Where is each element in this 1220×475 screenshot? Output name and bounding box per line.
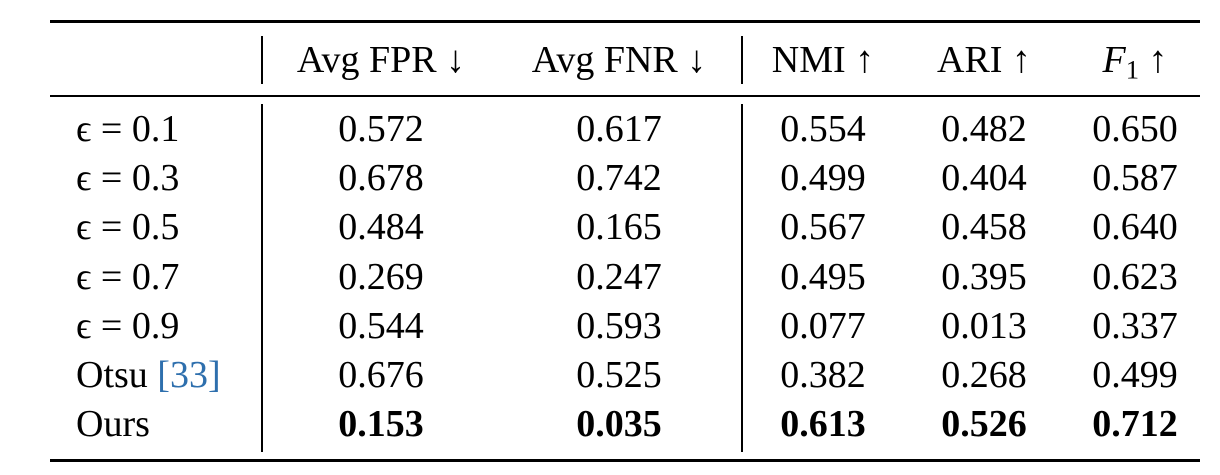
row-label-text: ϵ = 0.7: [76, 256, 180, 298]
row-label: ϵ = 0.7: [76, 258, 179, 296]
table-cell: 0.482: [941, 108, 1027, 150]
table-top-rule: [50, 20, 1200, 23]
header-f1-arrow: ↑: [1148, 39, 1168, 81]
header-nmi: NMI ↑: [771, 39, 875, 81]
table-cell: 0.544: [338, 305, 424, 347]
row-label: ϵ = 0.5: [76, 208, 179, 246]
row-label-text: ϵ = 0.5: [76, 206, 180, 248]
row-label: Otsu [33]: [76, 356, 221, 394]
table-cell: 0.404: [941, 157, 1027, 199]
row-label-text: ϵ = 0.9: [76, 305, 180, 347]
citation-link[interactable]: [33]: [157, 354, 221, 396]
table-cell: 0.572: [338, 108, 424, 150]
table-cell: 0.013: [941, 305, 1027, 347]
table-cell: 0.567: [780, 206, 866, 248]
row-label: ϵ = 0.1: [76, 110, 179, 148]
table-cell: 0.337: [1092, 305, 1178, 347]
table-cell: 0.268: [941, 354, 1027, 396]
table-cell: 0.640: [1092, 206, 1178, 248]
table-cell: 0.153: [338, 403, 424, 445]
header-ari: ARI ↑: [937, 39, 1031, 81]
table-cell: 0.623: [1092, 256, 1178, 298]
table-cell: 0.382: [780, 354, 866, 396]
table-cell: 0.269: [338, 256, 424, 298]
row-label-text: ϵ = 0.1: [76, 108, 180, 150]
table-cell: 0.499: [1092, 354, 1178, 396]
table-cell: 0.650: [1092, 108, 1178, 150]
table-cell: 0.395: [941, 256, 1027, 298]
table-cell: 0.525: [576, 354, 662, 396]
table-header-rule: [50, 95, 1200, 97]
table-bottom-rule: [50, 459, 1200, 462]
body-divider-left: [261, 104, 263, 452]
table-cell: 0.495: [780, 256, 866, 298]
table-cell: 0.165: [576, 206, 662, 248]
table-cell: 0.593: [576, 305, 662, 347]
row-label: ϵ = 0.3: [76, 159, 179, 197]
table-cell: 0.587: [1092, 157, 1178, 199]
table-cell: 0.484: [338, 206, 424, 248]
row-label-text: ϵ = 0.3: [76, 157, 180, 199]
table-cell: 0.458: [941, 206, 1027, 248]
header-divider-right: [741, 36, 743, 84]
table-cell: 0.035: [576, 403, 662, 445]
table-cell: 0.742: [576, 157, 662, 199]
table-cell: 0.712: [1092, 403, 1178, 445]
table-cell: 0.676: [338, 354, 424, 396]
row-label-text: Otsu: [76, 354, 148, 396]
header-avg-fpr: Avg FPR ↓: [296, 39, 466, 81]
header-f1: F1 ↑: [1102, 41, 1167, 83]
table-cell: 0.526: [941, 403, 1027, 445]
header-avg-fnr: Avg FNR ↓: [531, 39, 707, 81]
table-cell: 0.247: [576, 256, 662, 298]
table-cell: 0.613: [780, 403, 866, 445]
table-cell: 0.077: [780, 305, 866, 347]
header-divider-left: [261, 36, 263, 84]
header-f1-var: F: [1102, 39, 1126, 81]
body-divider-right: [741, 104, 743, 452]
table-cell: 0.499: [780, 157, 866, 199]
table-cell: 0.554: [780, 108, 866, 150]
row-label-text: Ours: [76, 403, 150, 445]
row-label: ϵ = 0.9: [76, 307, 179, 345]
table-cell: 0.678: [338, 157, 424, 199]
table-cell: 0.617: [576, 108, 662, 150]
header-f1-sub: 1: [1125, 54, 1140, 85]
row-label: Ours: [76, 405, 150, 443]
